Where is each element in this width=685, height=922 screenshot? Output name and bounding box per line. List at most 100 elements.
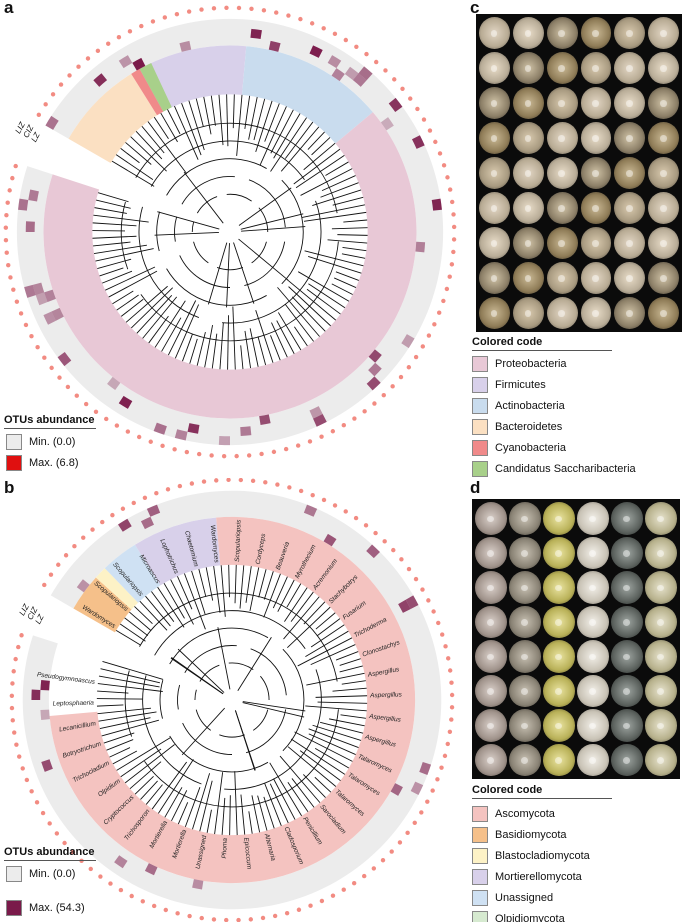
- tree-b-tip-dot: [389, 849, 394, 854]
- fungi-plate: [543, 502, 575, 535]
- legend-c-divider: [472, 350, 612, 351]
- tree-b-tip-dot: [319, 898, 325, 904]
- tree-a-tip-dot: [307, 439, 313, 444]
- fungi-phylogenetic-tree: WardomycesScopulariopsisScopulariopsisMi…: [9, 478, 455, 922]
- tree-a-tip-dot: [274, 10, 279, 15]
- fungi-plate: [509, 743, 541, 776]
- tree-b-branch: [184, 573, 206, 630]
- tree-a-trunk: [183, 171, 224, 224]
- tree-a-clade-sector: [139, 62, 172, 112]
- tree-b-tip-dot: [10, 681, 15, 686]
- fungi-plate: [543, 709, 575, 742]
- tree-b-branch: [228, 564, 230, 598]
- tree-b-branch: [287, 746, 337, 787]
- tree-b-tip-dot: [24, 777, 30, 783]
- tree-b-branch: [315, 695, 368, 698]
- tree-a-tip-dot: [172, 447, 177, 452]
- tree-a-branch: [297, 271, 350, 302]
- tree-a-heat-cell: [431, 198, 442, 211]
- tree-b-branch: [102, 660, 164, 680]
- tree-b-tip-dot: [165, 487, 171, 492]
- tree-b-branch: [163, 582, 185, 619]
- tree-a-branch-arc: [222, 200, 322, 324]
- tree-a-tip-dot: [3, 238, 9, 243]
- tree-b-tip-dot: [250, 478, 256, 484]
- tree-a-branch: [335, 271, 359, 281]
- tree-a-heat-cell: [153, 422, 167, 435]
- tree-b-branch: [341, 680, 366, 685]
- tree-a-tip-dot: [249, 6, 254, 12]
- tree-a-tip-dot: [413, 354, 419, 360]
- tree-b-branch-arc: [177, 684, 181, 710]
- tree-a-branch: [331, 227, 368, 230]
- tree-b-clade-sector: [104, 544, 161, 603]
- tree-b-branch: [279, 755, 321, 803]
- tree-a-tip-dot: [400, 86, 405, 91]
- tree-a-tip-dot: [95, 48, 101, 54]
- tree-b-branch: [170, 579, 194, 625]
- tree-a-branch-arc: [181, 176, 235, 205]
- tree-a-branch: [337, 234, 368, 236]
- fungi-plate: [509, 674, 541, 707]
- fungi-plate: [543, 571, 575, 604]
- tree-b-branch: [332, 687, 367, 692]
- tree-a-heat-cell: [411, 135, 425, 149]
- bacteria-plate: [512, 52, 544, 84]
- tree-b-heat-cell: [40, 709, 50, 721]
- tree-b-tip-dot: [108, 881, 113, 886]
- tree-a-branch-arc: [166, 158, 267, 196]
- fungi-plate: [509, 709, 541, 742]
- tree-a-tip-dot: [85, 56, 91, 61]
- tree-b-tip-dot: [98, 874, 103, 879]
- tree-b-tip-dot: [11, 669, 16, 674]
- tree-b-branch: [291, 778, 315, 808]
- tree-a-branch: [161, 317, 182, 352]
- bacteria-plate: [614, 157, 646, 189]
- bacteria-plate: [479, 87, 510, 119]
- tree-b-tip-dot: [272, 913, 278, 919]
- tree-a-branch: [342, 246, 367, 252]
- tree-a-branch: [112, 290, 134, 305]
- bacteria-plate: [580, 52, 612, 84]
- bacteria-plate: [512, 192, 544, 224]
- tree-b-tip-dot: [310, 492, 315, 498]
- tree-a-branch: [270, 109, 294, 154]
- legend-d-label: Basidiomycota: [495, 829, 567, 841]
- tree-b-tip-dot: [9, 693, 15, 698]
- tree-a-tip-dot: [234, 453, 239, 459]
- tree-b-tip-dot: [371, 866, 377, 871]
- tree-a-heat-cell: [358, 66, 373, 81]
- tree-a-branch: [325, 161, 349, 176]
- legend-d-swatch: [472, 911, 488, 922]
- tree-a-tip-dot: [13, 163, 18, 169]
- legend-b-min-swatch: [6, 866, 22, 882]
- legend-d-item: Mortierellomycota: [472, 869, 582, 885]
- tree-a-branch: [203, 96, 212, 135]
- tree-b-tip-dot: [175, 911, 180, 916]
- tree-b-tip-dot: [110, 512, 115, 518]
- tree-a-tip-dot: [445, 175, 450, 180]
- fungi-plate: [577, 502, 609, 535]
- tree-b-branch-arc: [250, 648, 287, 696]
- fungi-plate: [611, 709, 643, 742]
- tree-b-branch: [263, 573, 281, 618]
- tree-b-branch: [151, 591, 175, 622]
- tree-a-tip-dot: [4, 250, 9, 255]
- tree-a-tip-dot: [426, 333, 432, 338]
- tree-a-tip-dot: [332, 31, 338, 37]
- tree-a-branch: [174, 304, 200, 359]
- tree-b-heat-cell: [76, 579, 90, 593]
- tree-b-branch: [145, 595, 171, 627]
- tree-a-branch: [174, 105, 199, 160]
- tree-a-branch: [211, 333, 218, 369]
- tree-a-branch: [130, 136, 167, 172]
- tree-a-tip-dot: [11, 287, 16, 292]
- tree-b-tip-dot: [406, 566, 412, 572]
- tree-b-tip-dot: [449, 705, 455, 710]
- bacteria-plate: [512, 87, 544, 119]
- legend-c-swatch: [472, 398, 488, 414]
- tree-b-tip-dot: [154, 491, 159, 496]
- bacteria-plate: [614, 262, 646, 294]
- panel-a-label: a: [4, 0, 14, 17]
- bacteria-plate: [648, 52, 679, 84]
